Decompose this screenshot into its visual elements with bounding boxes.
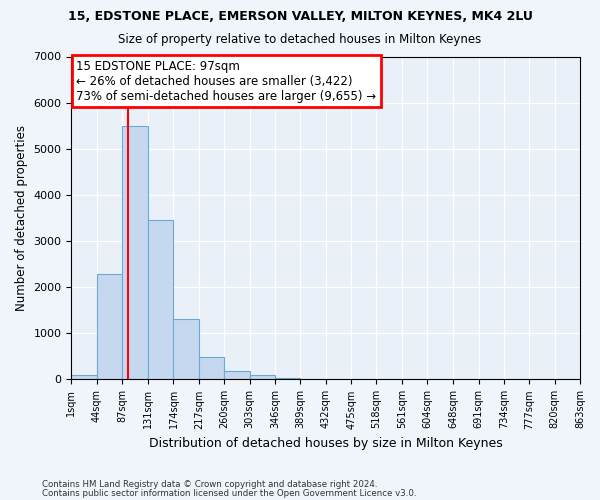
- Bar: [275, 378, 301, 380]
- Text: Size of property relative to detached houses in Milton Keynes: Size of property relative to detached ho…: [118, 32, 482, 46]
- Y-axis label: Number of detached properties: Number of detached properties: [15, 125, 28, 311]
- Text: 15 EDSTONE PLACE: 97sqm
← 26% of detached houses are smaller (3,422)
73% of semi: 15 EDSTONE PLACE: 97sqm ← 26% of detache…: [76, 60, 377, 102]
- Bar: [71, 375, 97, 380]
- Bar: [199, 357, 224, 380]
- Bar: [173, 319, 199, 380]
- Text: Contains public sector information licensed under the Open Government Licence v3: Contains public sector information licen…: [42, 490, 416, 498]
- Bar: [97, 274, 122, 380]
- X-axis label: Distribution of detached houses by size in Milton Keynes: Distribution of detached houses by size …: [149, 437, 503, 450]
- Bar: [224, 371, 250, 380]
- Bar: [250, 375, 275, 380]
- Bar: [301, 379, 326, 380]
- Text: Contains HM Land Registry data © Crown copyright and database right 2024.: Contains HM Land Registry data © Crown c…: [42, 480, 377, 489]
- Bar: [148, 220, 173, 380]
- Bar: [122, 126, 148, 380]
- Text: 15, EDSTONE PLACE, EMERSON VALLEY, MILTON KEYNES, MK4 2LU: 15, EDSTONE PLACE, EMERSON VALLEY, MILTO…: [68, 10, 532, 23]
